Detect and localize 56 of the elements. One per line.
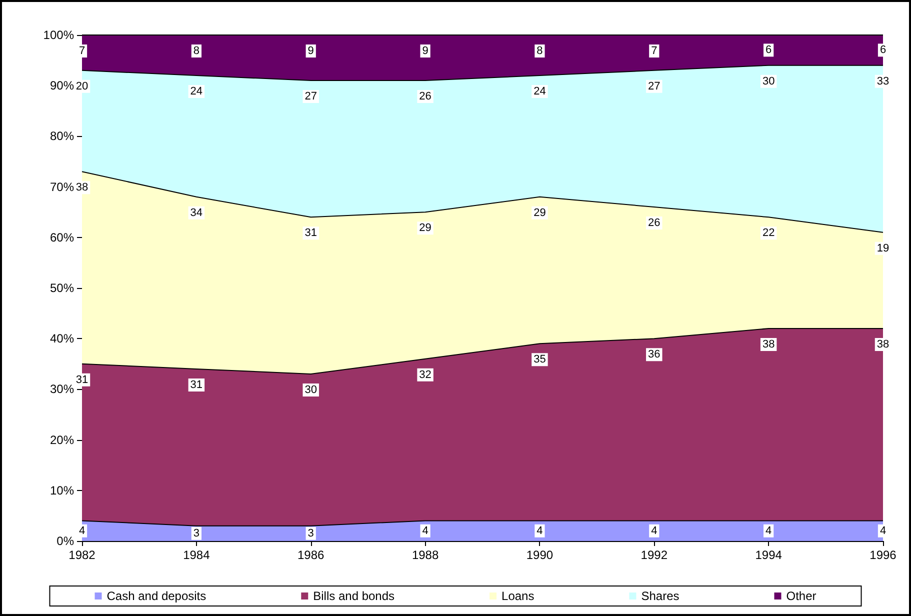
x-tick-label: 1986 [298,548,325,562]
data-label: 4 [766,524,772,537]
legend-label: Shares [641,589,680,603]
data-label: 4 [880,524,886,537]
data-label: 31 [304,227,317,240]
legend-label: Loans [502,589,534,603]
data-label: 3 [308,527,314,540]
x-tick-label: 1996 [870,548,897,562]
y-tick-label: 100% [43,28,74,42]
legend-label: Bills and bonds [313,589,395,603]
legend-label: Cash and deposits [106,589,206,603]
y-tick-label: 10% [50,483,74,498]
data-label: 30 [762,75,775,88]
data-label: 6 [880,44,886,56]
data-label: 38 [76,182,88,194]
data-label: 27 [304,90,317,103]
y-tick-label: 20% [50,432,74,447]
data-label: 20 [76,80,88,92]
data-label: 24 [534,85,546,98]
legend-label: Other [786,589,816,603]
y-tick-label: 80% [50,129,74,144]
data-label: 4 [78,524,86,537]
data-label: 7 [651,45,658,57]
x-tick-label: 1990 [526,548,554,562]
data-label: 26 [648,217,660,230]
data-label: 22 [762,227,775,240]
data-label: 33 [876,75,890,88]
data-label: 3 [193,527,200,540]
data-label: 24 [190,85,203,98]
data-label: 34 [190,206,203,219]
data-label: 27 [648,80,660,92]
data-label: 8 [193,45,200,57]
data-label: 4 [536,524,543,537]
y-tick-label: 30% [50,382,74,396]
data-label: 9 [422,45,428,57]
x-tick-label: 1994 [755,548,782,562]
x-tick-label: 1982 [68,548,96,562]
data-label: 9 [308,45,314,57]
y-tick-label: 60% [50,230,74,244]
data-label: 7 [78,45,86,57]
data-label: 29 [534,206,546,219]
data-label: 4 [651,524,658,537]
data-label: 26 [419,90,432,103]
y-tick-label: 50% [50,281,74,295]
x-tick-label: 1984 [183,548,210,562]
y-tick-label: 0% [56,534,74,548]
data-label: 4 [422,524,428,537]
y-tick-label: 40% [50,332,74,346]
data-label: 29 [419,222,432,234]
y-tick-label: 90% [50,78,74,93]
x-tick-label: 1988 [412,548,439,562]
data-label: 19 [876,242,890,254]
data-label: 6 [766,44,772,56]
x-tick-label: 1992 [640,548,668,562]
y-tick-label: 70% [50,180,74,194]
data-label: 8 [536,45,543,57]
